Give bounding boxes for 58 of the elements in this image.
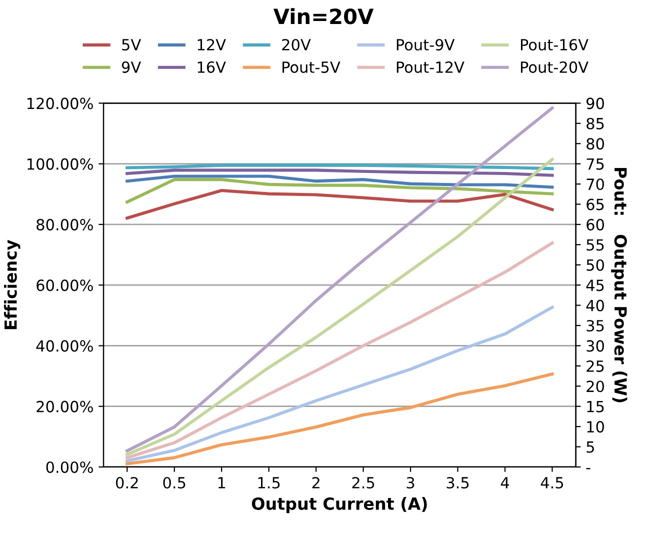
legend-label: Pout-9V xyxy=(396,38,455,51)
x-tick-label: 0.2 xyxy=(116,476,138,489)
x-tick-label: 2 xyxy=(312,476,320,488)
y2-tick-label: 15 xyxy=(587,401,604,412)
y2-tick-label: 40 xyxy=(586,300,604,312)
legend-label: 9V xyxy=(122,61,142,73)
x-tick-label: 3 xyxy=(406,476,414,489)
legend-label: 5V xyxy=(122,39,142,51)
y2-tick-label: 20 xyxy=(586,380,604,392)
legend-label: Pout-12V xyxy=(396,61,464,73)
y2-tick-label: 55 xyxy=(586,239,604,251)
x-tick-label: 3.5 xyxy=(446,476,469,489)
y2-axis-title: Pout: Output Power (W) xyxy=(611,168,628,402)
line-series xyxy=(126,188,554,220)
legend-label: 16V xyxy=(198,61,226,73)
y2-tick-label: 65 xyxy=(586,198,604,210)
x-tick-label: 1 xyxy=(218,477,226,488)
line-series xyxy=(126,106,554,452)
y2-tick-label: 45 xyxy=(586,280,604,292)
x-tick-label: 4 xyxy=(500,477,509,488)
line-series xyxy=(126,242,554,460)
legend-label: Pout-5V xyxy=(282,62,340,73)
line-series xyxy=(126,306,554,462)
y2-tick-label: 50 xyxy=(586,259,604,271)
y2-tick-label: 35 xyxy=(586,320,604,332)
y2-tick-label: 5 xyxy=(586,441,594,453)
y-axis-title: Efficiency xyxy=(4,240,20,330)
y-tick-label: 120.00% xyxy=(28,98,93,110)
x-tick-label: 0.5 xyxy=(163,476,186,489)
chart-title: Vin=20V xyxy=(273,8,374,24)
y-tick-label: 60.00% xyxy=(36,280,93,292)
x-tick-label: 2.5 xyxy=(352,476,374,489)
y2-tick-label: 60 xyxy=(586,218,604,230)
legend-label: 12V xyxy=(198,38,226,50)
y2-tick-label: 90 xyxy=(586,98,604,110)
y-tick-label: 0.00% xyxy=(46,461,93,473)
y2-tick-label: 70 xyxy=(586,178,604,190)
y-tick-label: 40.00% xyxy=(36,340,93,352)
y2-tick-label: 85 xyxy=(586,118,604,130)
line-series xyxy=(126,372,554,466)
y-tick-label: 100.00% xyxy=(28,158,93,170)
x-tick-label: 4.5 xyxy=(540,477,564,489)
y-tick-label: 80.00% xyxy=(36,218,93,230)
y2-tick-label: 75 xyxy=(586,158,604,170)
x-tick-label: 1.5 xyxy=(258,477,280,489)
legend-label: Pout-20V xyxy=(520,61,588,73)
legend-label: 20V xyxy=(282,38,311,51)
x-axis-title: Output Current (A) xyxy=(252,497,427,514)
line-series xyxy=(126,174,554,189)
line-series xyxy=(126,178,554,204)
y2-tick-label: 30 xyxy=(586,340,604,352)
y2-tick-label: 25 xyxy=(586,360,604,372)
y2-tick-label: 80 xyxy=(586,138,604,150)
y-tick-label: 20.00% xyxy=(36,400,93,412)
line-series xyxy=(126,158,554,456)
y2-tick-label: 10 xyxy=(587,421,604,433)
y2-tick-label: - xyxy=(586,468,590,470)
legend-label: Pout-16V xyxy=(520,38,588,51)
